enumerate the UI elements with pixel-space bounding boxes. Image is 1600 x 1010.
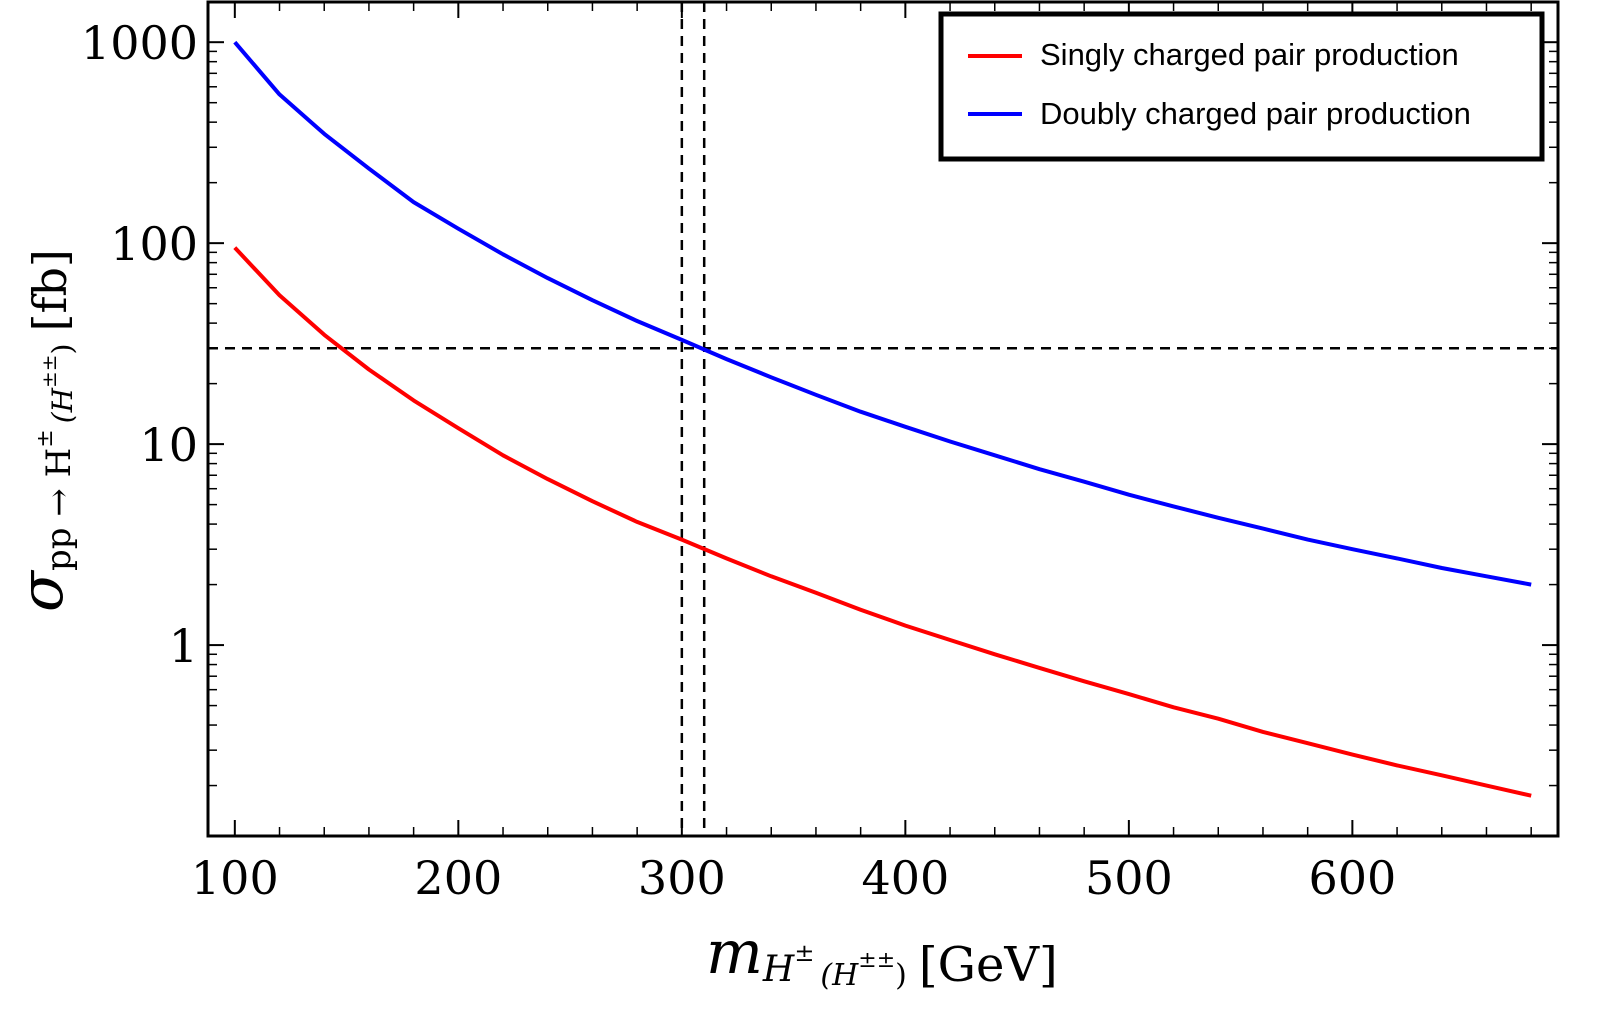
y-label-sub1: pp → H [39,448,79,571]
legend-label-doubly: Doubly charged pair production [1040,96,1471,131]
series-line-1 [233,40,1532,587]
y-label-sub2: (H [46,387,79,423]
y-label-unit: [fb] [23,249,77,331]
x-tick-label: 100 [191,851,279,905]
x-label-sup2: ±± [858,948,895,973]
x-tick-label: 200 [414,851,502,905]
x-tick-label: 300 [638,851,726,905]
x-axis-label: mH±(H±±) [GeV] [706,918,1058,993]
y-tick-label: 1 [169,619,198,673]
x-label-sup1: ± [794,939,814,967]
axis-ticks: 100 200 300 400 500 600 1 10 100 1000 [81,2,1558,905]
x-label-sub1: H [762,949,795,990]
y-label-sup2: ±± [37,354,61,388]
x-label-sub2: (H [820,958,859,993]
series-lines [233,40,1532,798]
y-label-sub3: ) [46,344,79,355]
y-label-sup1: ± [33,429,58,447]
y-tick-label: 1000 [81,16,198,70]
legend-box [938,11,1545,162]
series-line-0 [233,246,1532,798]
plot-frame [206,0,1560,838]
y-axis-label: σpp → H± (H±±) [fb] [7,249,79,612]
y-tick-label: 10 [139,418,198,472]
x-tick-label: 500 [1085,851,1173,905]
y-label-symbol: σ [7,569,77,612]
legend-label-singly: Singly charged pair production [1040,37,1459,72]
x-tick-label: 400 [861,851,949,905]
x-label-symbol: m [706,918,763,988]
y-axis-label-group: σpp → H± (H±±) [fb] [7,249,79,612]
x-tick-label: 600 [1308,851,1396,905]
y-tick-label: 100 [110,217,198,271]
reference-lines [208,2,1558,836]
x-label-sub3: ) [895,958,907,993]
x-label-unit: [GeV] [919,937,1058,993]
legend: Singly charged pair production Doubly ch… [938,11,1545,162]
